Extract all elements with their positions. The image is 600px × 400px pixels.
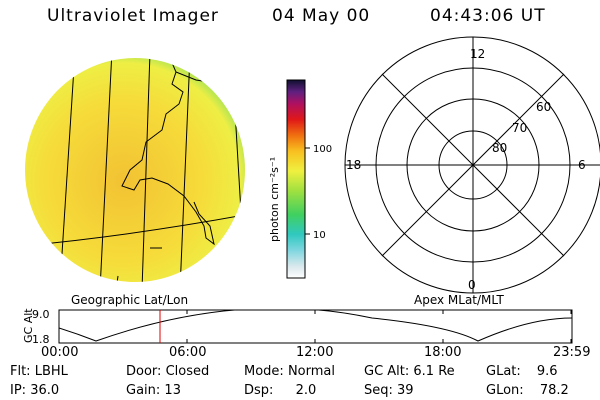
colorbar-label: photon cm⁻²s⁻¹ — [268, 157, 281, 242]
earth-disc — [25, 58, 245, 282]
status-key: GLat: — [486, 364, 521, 379]
uv-image — [25, 58, 245, 282]
orbit-ytick-high: 9.0 — [32, 308, 50, 321]
lat-label-70: 70 — [512, 121, 527, 135]
polar-diagonal — [381, 73, 565, 257]
colorbar: 100 10 photon cm⁻²s⁻¹ — [268, 79, 332, 279]
status-ip: IP: 36.0 — [10, 383, 59, 398]
colorbar-tick-10: 10 — [313, 230, 326, 241]
mlt-label-18: 18 — [346, 158, 361, 172]
instrument-title: Ultraviolet Imager — [47, 6, 219, 26]
orbit-xtick-0000: 00:00 — [41, 345, 79, 360]
orbit-altitude-curve — [59, 310, 572, 342]
orbit-panel: GC Alt 9.0 1.8 — [22, 308, 573, 346]
observation-time: 04:43:06 UT — [430, 6, 546, 26]
status-dsp: Dsp: 2.0 — [244, 383, 316, 398]
status-key: Mode: — [244, 364, 284, 379]
status-value: LBHL — [34, 364, 68, 379]
orbit-xtick-1800: 18:00 — [424, 345, 462, 360]
orbit-ytick-low: 1.8 — [32, 333, 50, 346]
orbit-frame — [58, 309, 573, 344]
observation-date: 04 May 00 — [272, 6, 371, 26]
status-key: Door: — [126, 364, 162, 379]
geographic-label: Geographic Lat/Lon — [71, 293, 189, 307]
polar-plot — [344, 36, 600, 294]
status-flt: Flt: LBHL — [10, 364, 68, 379]
apex-label: Apex MLat/MLT — [414, 293, 504, 307]
status-mode: Mode: Normal — [244, 364, 335, 379]
status-value: 78.2 — [539, 383, 569, 398]
mlt-label-6: 6 — [578, 158, 586, 172]
status-glat: GLat: 9.6 — [486, 364, 558, 379]
orbit-x-ticks — [58, 310, 572, 343]
colorbar-scale — [286, 79, 306, 279]
status-seq: Seq: 39 — [364, 383, 414, 398]
mlt-label-12: 12 — [470, 47, 485, 61]
status-glon: GLon: 78.2 — [486, 383, 569, 398]
orbit-xtick-1200: 12:00 — [296, 345, 334, 360]
status-value: 6.1 Re — [413, 364, 455, 379]
mlt-label-0: 0 — [468, 278, 476, 292]
status-key: Dsp: — [244, 383, 274, 398]
lat-label-80: 80 — [492, 141, 507, 155]
status-door: Door: Closed — [126, 364, 209, 379]
status-key: GLon: — [486, 383, 524, 398]
polar-labels: 12 18 6 0 60 70 80 — [346, 47, 586, 292]
status-value: Normal — [287, 364, 335, 379]
status-value: 2.0 — [295, 383, 317, 398]
status-key: IP: — [10, 383, 27, 398]
status-value: Closed — [165, 364, 210, 379]
status-key: Seq: — [364, 383, 393, 398]
lat-label-60: 60 — [536, 100, 551, 114]
orbit-ylabel: GC Alt — [22, 308, 35, 343]
orbit-xtick-2359: 23:59 — [553, 345, 591, 360]
status-gain: Gain: 13 — [126, 383, 181, 398]
status-key: Gain: — [126, 383, 161, 398]
status-value: 39 — [397, 383, 414, 398]
status-key: Flt: — [10, 364, 31, 379]
orbit-xtick-0600: 06:00 — [169, 345, 207, 360]
status-gc-alt: GC Alt: 6.1 Re — [364, 364, 455, 379]
status-value: 36.0 — [30, 383, 60, 398]
status-value: 9.6 — [536, 364, 558, 379]
colorbar-tick-100: 100 — [313, 144, 332, 155]
status-value: 13 — [164, 383, 181, 398]
status-key: GC Alt: — [364, 364, 410, 379]
